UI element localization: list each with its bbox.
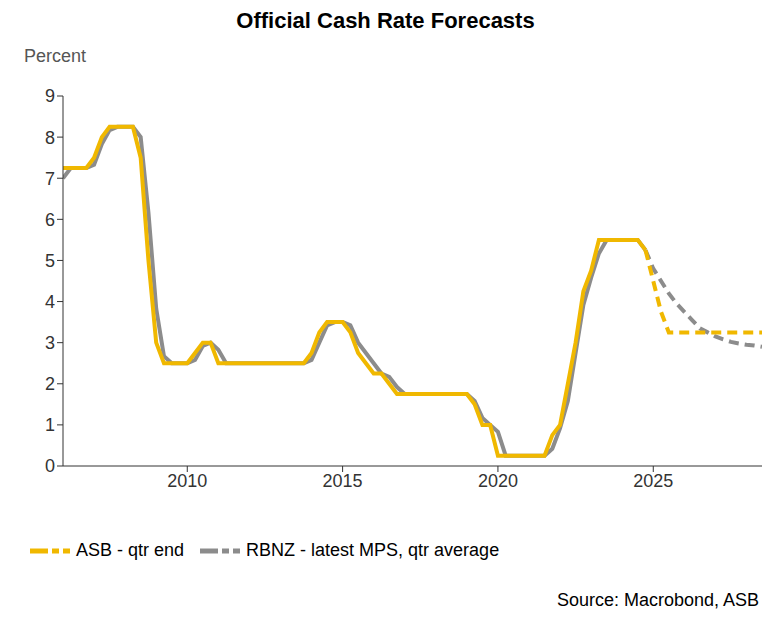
svg-text:2025: 2025 [633,471,673,491]
svg-text:2010: 2010 [167,471,207,491]
html-text:Official Cash Rate Forecasts: Official Cash Rate Forecasts [236,8,535,33]
svg-text:2020: 2020 [478,471,518,491]
svg-text:0: 0 [45,456,55,476]
svg-text:8: 8 [45,128,55,148]
svg-text:1: 1 [45,415,55,435]
html-text:Percent: Percent [24,46,86,66]
svg-text:4: 4 [45,292,55,312]
svg-text:5: 5 [45,251,55,271]
html-text:ASB - qtr end: ASB - qtr end [76,540,185,560]
html-text:Source: Macrobond, ASB: Source: Macrobond, ASB [556,590,759,610]
svg-text:9: 9 [45,86,55,106]
html-text:RBNZ - latest MPS, qtr average: RBNZ - latest MPS, qtr average [246,540,500,560]
svg-text:3: 3 [45,333,55,353]
svg-text:7: 7 [45,169,55,189]
svg-text:6: 6 [45,210,55,230]
svg-text:2: 2 [45,374,55,394]
svg-text:2015: 2015 [323,471,363,491]
